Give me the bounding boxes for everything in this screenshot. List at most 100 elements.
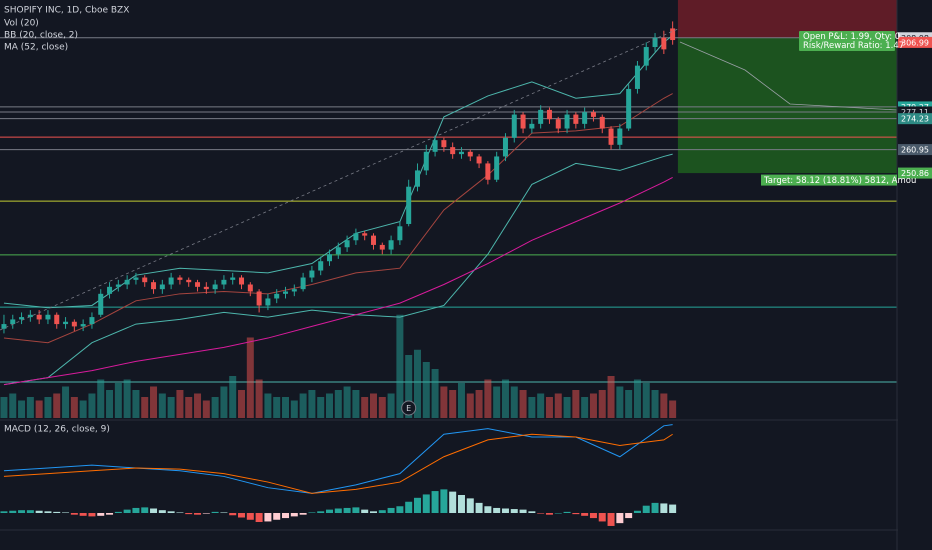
candle-body: [327, 254, 333, 262]
volume-bar: [660, 393, 668, 418]
histogram-bar: [633, 510, 641, 514]
price-label-box: [898, 167, 932, 179]
histogram-bar: [9, 510, 17, 514]
volume-bar: [545, 397, 553, 418]
histogram-bar: [361, 509, 369, 514]
candle-body: [494, 156, 500, 180]
volume-bar: [9, 393, 17, 418]
volume-bar: [264, 393, 272, 418]
price-label-box: [898, 144, 932, 156]
volume-bar: [501, 379, 509, 418]
indicator-label: Vol (20): [4, 19, 39, 29]
price-label: 250.86: [901, 169, 929, 178]
histogram-bar: [264, 513, 272, 522]
candle-body: [344, 240, 350, 248]
volume-bar: [607, 376, 615, 418]
candle-body: [318, 261, 324, 271]
candle-body: [538, 109, 544, 124]
volume-bar: [572, 390, 580, 418]
candle-body: [335, 247, 341, 255]
histogram-bar: [343, 507, 351, 514]
candle-body: [159, 284, 165, 290]
histogram-bar: [88, 513, 96, 517]
candle-body: [283, 291, 289, 294]
price-label: 277.11: [901, 108, 929, 117]
histogram-bar: [282, 513, 290, 519]
histogram-bar: [308, 512, 316, 514]
volume-bar: [255, 379, 263, 418]
candle-body: [45, 314, 51, 320]
candle-body: [115, 284, 121, 287]
volume-bar: [598, 390, 606, 418]
price-label: 260.95: [901, 146, 929, 155]
histogram-bar: [449, 491, 457, 514]
candle-body: [441, 140, 447, 148]
volume-bar: [616, 386, 624, 418]
pnl-box: [799, 31, 895, 51]
candle-body: [582, 112, 588, 124]
candle-body: [195, 282, 201, 287]
projection-line: [679, 41, 898, 111]
volume-bar: [282, 397, 290, 418]
histogram-bar: [642, 505, 650, 514]
histogram-bar: [194, 513, 202, 515]
candle-body: [590, 112, 596, 117]
histogram-bar: [211, 511, 219, 514]
histogram-bar: [493, 507, 501, 514]
volume-bar: [246, 337, 254, 418]
histogram-bar: [132, 507, 140, 514]
candle-body: [54, 314, 60, 325]
candle-body: [397, 226, 403, 241]
histogram-bar: [510, 509, 518, 514]
volume-bar: [554, 393, 562, 418]
candle-body: [124, 279, 130, 285]
volume-bar: [589, 393, 597, 418]
histogram-bar: [669, 504, 677, 514]
candle-body: [107, 286, 113, 294]
candle-body: [529, 123, 535, 129]
histogram-bar: [607, 513, 615, 526]
candle-body: [467, 151, 473, 157]
histogram-bar: [625, 513, 633, 519]
candle-body: [485, 163, 491, 180]
candle-body: [36, 314, 42, 320]
volume-bar: [369, 393, 377, 418]
volume-bar: [62, 386, 70, 418]
volume-bar: [651, 390, 659, 418]
histogram-bar: [554, 513, 562, 514]
volume-bar: [97, 379, 105, 418]
candle-body: [256, 291, 262, 306]
candle-body: [71, 321, 77, 327]
candle-body: [643, 47, 649, 66]
candle-body: [617, 128, 623, 145]
volume-bar: [26, 397, 34, 418]
candle-body: [564, 114, 570, 129]
histogram-bar: [202, 513, 210, 514]
candle-body: [362, 233, 368, 236]
histogram-bar: [158, 510, 166, 514]
candle-body: [573, 114, 579, 124]
histogram-bar: [563, 511, 571, 514]
indicator-line: [3, 176, 673, 386]
histogram-bar: [545, 513, 553, 515]
volume-bar: [537, 393, 545, 418]
histogram-bar: [299, 513, 307, 515]
volume-bar: [211, 397, 219, 418]
histogram-bar: [369, 511, 377, 514]
volume-bar: [326, 393, 334, 418]
volume-bar: [475, 390, 483, 418]
histogram-bar: [273, 513, 281, 520]
histogram-bar: [176, 512, 184, 514]
target-text: Target: 58.12 (18.81%) 5812, Amou: [763, 176, 916, 186]
volume-bar: [449, 390, 457, 418]
histogram-bar: [422, 494, 430, 514]
histogram-bar: [466, 498, 474, 514]
histogram-bar: [70, 513, 78, 515]
candle-body: [168, 277, 174, 285]
volume-bar: [238, 390, 246, 418]
histogram-bar: [326, 509, 334, 514]
pnl-text: Risk/Reward Ratio: 1.47: [803, 41, 904, 51]
volume-bar: [18, 400, 26, 418]
candle-body: [133, 277, 139, 280]
